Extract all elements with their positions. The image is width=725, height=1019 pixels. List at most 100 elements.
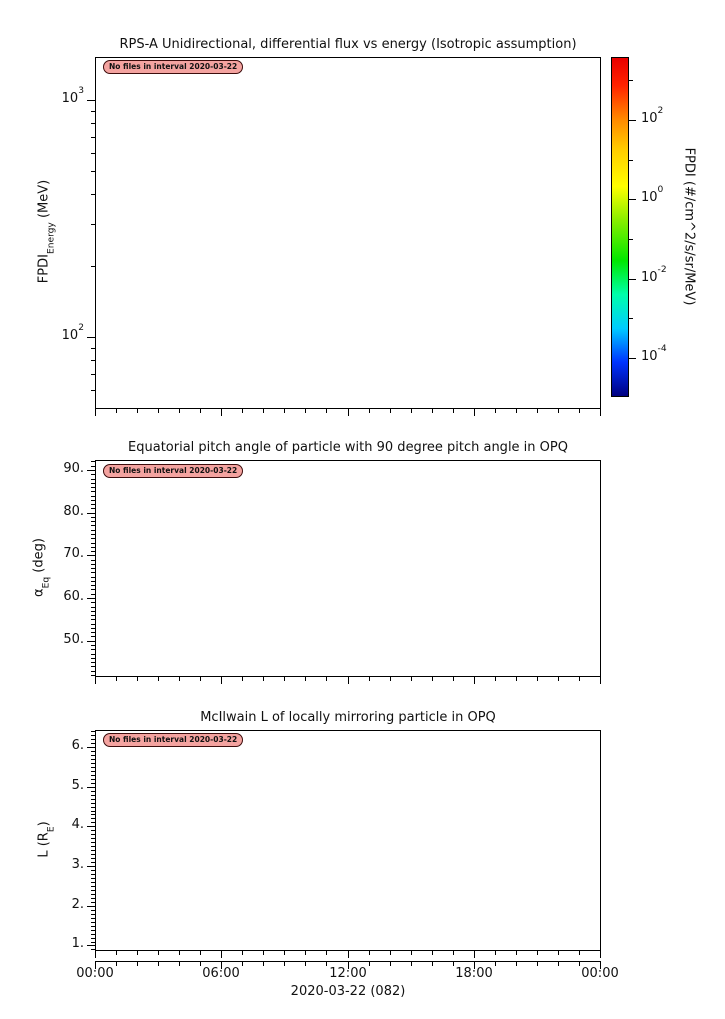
x-major-tick <box>600 951 601 958</box>
x-minor-tick <box>158 677 159 681</box>
time-axis-minor-tick <box>369 962 370 966</box>
y-minor-tick <box>91 123 95 124</box>
x-minor-tick <box>116 409 117 413</box>
y-major-tick <box>87 787 95 788</box>
y-minor-tick <box>91 666 95 667</box>
x-minor-tick <box>200 951 201 955</box>
y-minor-tick <box>91 807 95 808</box>
y-minor-tick <box>91 862 95 863</box>
y-minor-tick <box>91 930 95 931</box>
x-minor-tick <box>137 677 138 681</box>
y-minor-tick <box>91 517 95 518</box>
y-minor-tick <box>91 607 95 608</box>
x-minor-tick <box>200 409 201 413</box>
x-minor-tick <box>326 409 327 413</box>
y-tick-label: 90. <box>63 461 84 476</box>
y-minor-tick <box>91 898 95 899</box>
y-minor-tick <box>91 585 95 586</box>
y-tick-label: 103 <box>61 85 84 106</box>
time-axis-minor-tick <box>453 962 454 966</box>
y-tick-label: 6. <box>71 738 84 753</box>
x-minor-tick <box>200 677 201 681</box>
y-minor-tick <box>91 811 95 812</box>
x-major-tick <box>221 409 222 416</box>
x-minor-tick <box>390 409 391 413</box>
flux-y-axis-label: FPDIEnergy (MeV) <box>36 179 57 284</box>
y-minor-tick <box>91 814 95 815</box>
y-major-tick <box>87 866 95 867</box>
x-minor-tick <box>495 677 496 681</box>
y-minor-tick <box>91 194 95 195</box>
y-minor-tick <box>91 791 95 792</box>
y-minor-tick <box>91 874 95 875</box>
x-minor-tick <box>242 409 243 413</box>
x-minor-tick <box>495 409 496 413</box>
y-minor-tick <box>91 731 95 732</box>
x-minor-tick <box>116 951 117 955</box>
y-minor-tick <box>91 534 95 535</box>
x-minor-tick <box>179 409 180 413</box>
y-minor-tick <box>91 854 95 855</box>
y-minor-tick <box>91 890 95 891</box>
y-minor-tick <box>91 834 95 835</box>
no-data-annotation: No files in interval 2020-03-22 <box>103 60 244 75</box>
y-tick-label: 1. <box>71 936 84 951</box>
time-axis-major-tick <box>221 962 222 969</box>
x-minor-tick <box>137 951 138 955</box>
time-axis-minor-tick <box>537 962 538 966</box>
y-major-tick <box>87 945 95 946</box>
y-minor-tick <box>91 934 95 935</box>
x-minor-tick <box>537 409 538 413</box>
time-axis-major-tick <box>348 962 349 969</box>
time-axis-minor-tick <box>284 962 285 966</box>
x-minor-tick <box>537 951 538 955</box>
y-minor-tick <box>91 487 95 488</box>
y-minor-tick <box>91 922 95 923</box>
x-minor-tick <box>432 677 433 681</box>
y-minor-tick <box>91 759 95 760</box>
y-minor-tick <box>91 474 95 475</box>
y-tick-label: 3. <box>71 857 84 872</box>
y-minor-tick <box>91 636 95 637</box>
y-minor-tick <box>91 755 95 756</box>
y-minor-tick <box>91 926 95 927</box>
x-minor-tick <box>558 409 559 413</box>
x-minor-tick <box>369 677 370 681</box>
y-tick-label: 102 <box>61 322 84 343</box>
y-minor-tick <box>91 662 95 663</box>
x-major-tick <box>221 951 222 958</box>
x-minor-tick <box>284 951 285 955</box>
time-axis-minor-tick <box>242 962 243 966</box>
y-minor-tick <box>91 830 95 831</box>
y-minor-tick <box>91 938 95 939</box>
y-minor-tick <box>91 594 95 595</box>
flux-panel-title: RPS-A Unidirectional, differential flux … <box>119 37 577 52</box>
y-minor-tick <box>91 137 95 138</box>
y-minor-tick <box>91 619 95 620</box>
y-minor-tick <box>91 564 95 565</box>
y-minor-tick <box>91 572 95 573</box>
y-minor-tick <box>91 842 95 843</box>
y-minor-tick <box>91 547 95 548</box>
x-major-tick <box>221 677 222 684</box>
time-axis-line <box>95 961 601 962</box>
time-axis-minor-tick <box>516 962 517 966</box>
x-minor-tick <box>326 951 327 955</box>
flux-panel-box <box>95 57 601 409</box>
colorbar-minor-tick <box>629 160 633 161</box>
time-axis-major-tick <box>474 962 475 969</box>
x-minor-tick <box>432 951 433 955</box>
colorbar-minor-tick <box>629 239 633 240</box>
x-minor-tick <box>411 677 412 681</box>
x-minor-tick <box>369 409 370 413</box>
y-minor-tick <box>91 266 95 267</box>
y-minor-tick <box>91 530 95 531</box>
y-minor-tick <box>91 628 95 629</box>
y-major-tick <box>87 555 95 556</box>
x-minor-tick <box>453 409 454 413</box>
y-minor-tick <box>91 543 95 544</box>
colorbar-major-tick <box>629 120 636 121</box>
x-major-tick <box>474 951 475 958</box>
time-axis-minor-tick <box>158 962 159 966</box>
